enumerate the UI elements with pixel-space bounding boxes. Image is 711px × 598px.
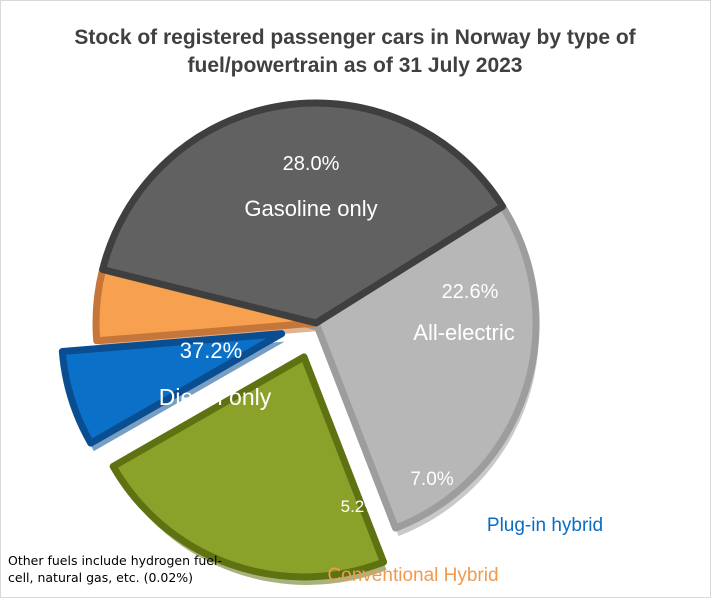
category-label-plug-in-hybrid: Plug-in hybrid <box>487 515 603 536</box>
category-label-conventional-hybrid: Conventional Hybrid <box>327 565 498 586</box>
percent-label-all-electric: 22.6% <box>442 281 499 303</box>
category-label-gasoline-only: Gasoline only <box>244 196 377 221</box>
chart-title: Stock of registered passenger cars in No… <box>74 26 636 77</box>
slice-gasoline-only <box>312 202 540 532</box>
percent-label-diesel-only: 37.2% <box>180 338 242 363</box>
slice-diesel-only <box>99 99 507 327</box>
slice-all-electric <box>109 353 388 581</box>
percent-label-plug-in-hybrid: 7.0% <box>410 469 453 490</box>
slice-plug-in-hybrid <box>58 330 286 447</box>
category-label-all-electric: All-electric <box>413 320 514 345</box>
footnote: Other fuels include hydrogen fuel-cell, … <box>8 553 222 585</box>
category-label-diesel-only: Diesel only <box>159 384 272 410</box>
percent-label-conventional-hybrid: 5.2% <box>341 497 380 516</box>
percent-label-gasoline-only: 28.0% <box>283 153 340 175</box>
